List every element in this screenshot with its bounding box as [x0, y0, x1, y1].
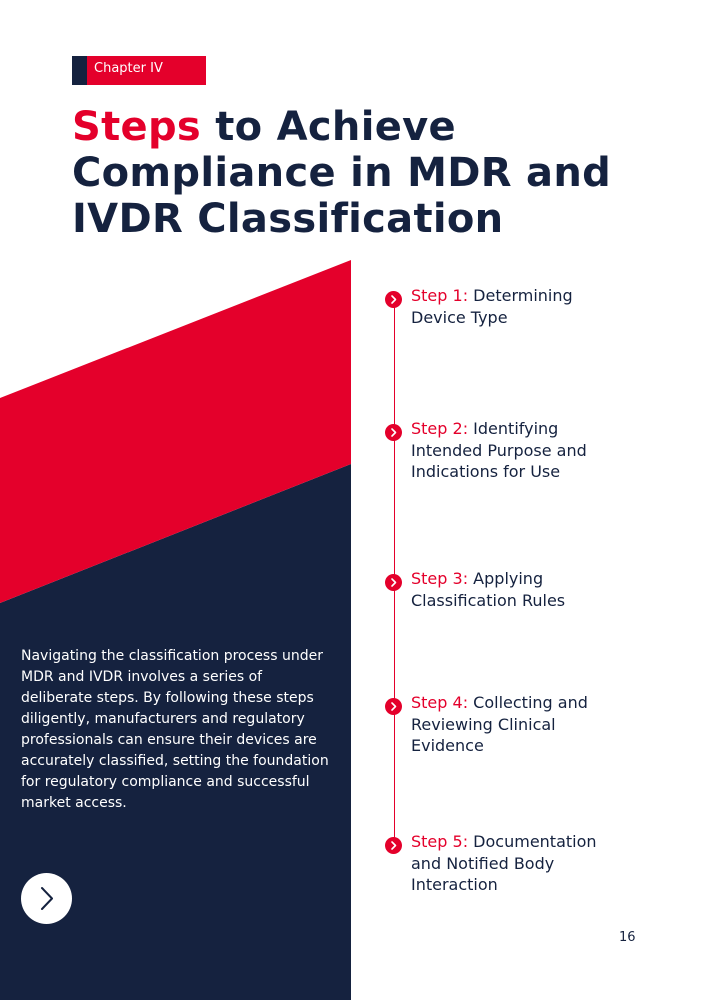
step-description: Determining Device Type — [411, 286, 573, 327]
step-description: Applying Classification Rules — [411, 569, 566, 610]
next-page-button[interactable] — [21, 873, 72, 924]
chevron-right-icon — [391, 428, 397, 437]
step-bullet — [385, 837, 402, 854]
chapter-label: Chapter IV — [94, 61, 163, 76]
title-accent: Steps — [72, 104, 201, 150]
page-number: 16 — [619, 930, 636, 945]
step-text: Step 4: Collecting and Reviewing Clinica… — [411, 692, 621, 757]
step-label: Step 2: — [411, 419, 469, 438]
step-text: Step 2: Identifying Intended Purpose and… — [411, 418, 621, 483]
step-label: Step 3: — [411, 569, 469, 588]
step-label: Step 4: — [411, 693, 469, 712]
step-label: Step 5: — [411, 832, 469, 851]
step-bullet — [385, 291, 402, 308]
title-rest: to Achieve Compliance in MDR and IVDR Cl… — [72, 104, 612, 242]
chevron-right-icon — [391, 841, 397, 850]
chevron-right-icon — [391, 702, 397, 711]
step-bullet — [385, 698, 402, 715]
step-description: Documentation and Notified Body Interact… — [411, 832, 597, 894]
chapter-tag: Chapter IV — [72, 56, 206, 85]
navy-panel — [0, 464, 351, 1000]
step-label: Step 1: — [411, 286, 469, 305]
step-description: Identifying Intended Purpose and Indicat… — [411, 419, 587, 481]
chapter-tag-bar — [72, 56, 87, 85]
chevron-right-icon — [41, 887, 53, 910]
step-text: Step 3: Applying Classification Rules — [411, 568, 621, 611]
chevron-right-icon — [391, 295, 397, 304]
steps-timeline-line — [394, 300, 395, 846]
step-bullet — [385, 574, 402, 591]
intro-paragraph: Navigating the classification process un… — [21, 648, 329, 811]
red-diagonal-band — [0, 260, 351, 603]
step-bullet — [385, 424, 402, 441]
page-title: Steps to Achieve Compliance in MDR and I… — [72, 104, 672, 242]
chevron-right-icon — [391, 578, 397, 587]
step-text: Step 1: Determining Device Type — [411, 285, 621, 328]
step-description: Collecting and Reviewing Clinical Eviden… — [411, 693, 588, 755]
step-text: Step 5: Documentation and Notified Body … — [411, 831, 621, 896]
